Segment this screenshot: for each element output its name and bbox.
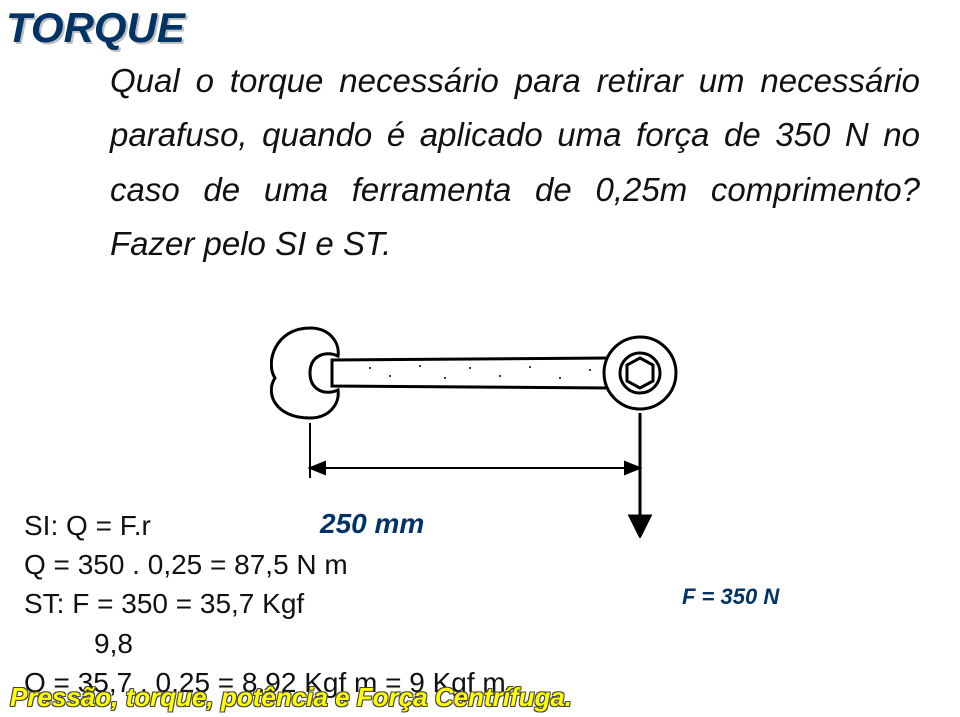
- wrench-svg: [270, 318, 770, 538]
- problem-statement: Qual o torque necessário para retirar um…: [110, 54, 920, 272]
- footer-text: Pressão, torque, potência e Força Centrí…: [10, 682, 572, 713]
- force-label: F = 350 N: [682, 584, 779, 610]
- solution-line-2: Q = 350 . 0,25 = 87,5 N m: [24, 545, 506, 584]
- solution-line-1: SI: Q = F.r: [24, 506, 506, 545]
- page-title: TORQUE: [0, 0, 199, 56]
- solution-line-3: ST: F = 350 = 35,7 Kgf: [24, 584, 506, 623]
- solution-line-4: 9,8: [24, 624, 506, 663]
- problem-text: Qual o torque necessário para retirar um…: [110, 62, 920, 262]
- title-text: TORQUE: [6, 4, 185, 51]
- solution-block: SI: Q = F.r Q = 350 . 0,25 = 87,5 N m ST…: [24, 506, 506, 702]
- wrench-diagram: [270, 318, 770, 458]
